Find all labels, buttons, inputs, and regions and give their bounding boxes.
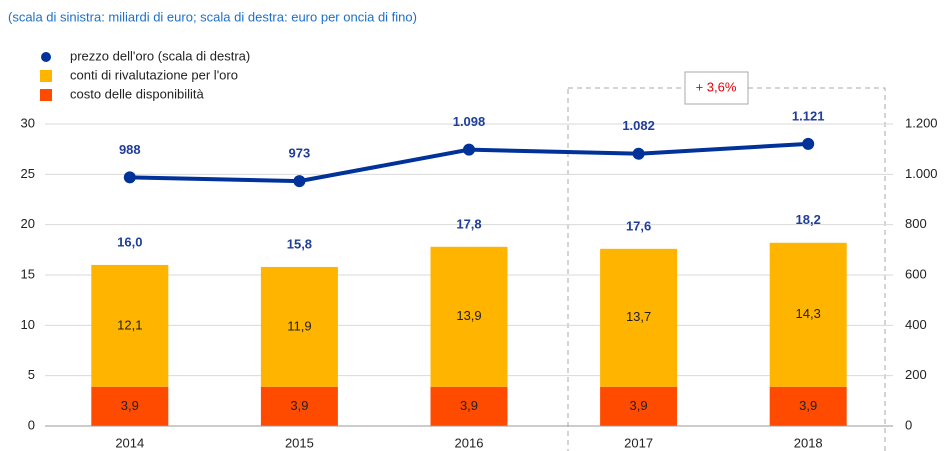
x-tick-label: 2017 <box>624 435 653 450</box>
price-label: 1.082 <box>622 118 655 133</box>
bar-segment <box>769 386 847 426</box>
y-tick-label: 5 <box>28 367 35 382</box>
bar-segment <box>430 386 508 426</box>
price-label: 1.098 <box>453 114 486 129</box>
segment-label: 3,9 <box>630 398 648 413</box>
y2-tick-label: 400 <box>905 317 927 332</box>
total-label: 18,2 <box>796 212 821 227</box>
x-tick-label: 2018 <box>794 435 823 450</box>
segment-label: 12,1 <box>117 317 142 332</box>
x-tick-label: 2015 <box>285 435 314 450</box>
price-point <box>293 175 306 188</box>
y2-tick-label: 0 <box>905 417 912 432</box>
bar-segment <box>260 386 338 426</box>
price-label: 988 <box>119 142 141 157</box>
bar-segment <box>600 386 678 426</box>
y2-tick-label: 200 <box>905 367 927 382</box>
bar-segment <box>91 386 169 426</box>
y2-tick-label: 1.200 <box>905 115 938 130</box>
y-tick-label: 10 <box>21 317 35 332</box>
total-label: 16,0 <box>117 234 142 249</box>
legend-marker <box>41 52 51 62</box>
segment-label: 3,9 <box>121 398 139 413</box>
y-tick-label: 15 <box>21 266 35 281</box>
y2-tick-label: 1.000 <box>905 166 938 181</box>
segment-label: 13,9 <box>456 308 481 323</box>
price-label: 973 <box>289 146 311 161</box>
segment-label: 13,7 <box>626 309 651 324</box>
total-label: 17,8 <box>456 216 481 231</box>
price-point <box>463 143 475 156</box>
segment-label: 11,9 <box>287 318 311 333</box>
segment-label: 3,9 <box>460 398 478 413</box>
price-point <box>632 147 645 160</box>
segment-label: 14,3 <box>796 306 821 321</box>
bar-segment <box>769 242 847 387</box>
price-label: 1.121 <box>792 108 825 123</box>
bar-segment <box>91 264 169 387</box>
price-point <box>123 171 136 184</box>
segment-label: 3,9 <box>799 398 817 413</box>
y2-tick-label: 800 <box>905 216 927 231</box>
bar-segment <box>260 266 338 387</box>
total-label: 17,6 <box>626 218 651 233</box>
legend-label: costo delle disponibilità <box>70 86 204 101</box>
y-tick-label: 20 <box>21 216 35 231</box>
bar-segment <box>430 246 508 387</box>
legend-marker <box>40 70 52 82</box>
bar-segment <box>600 248 678 387</box>
x-tick-label: 2016 <box>455 435 484 450</box>
y-tick-label: 25 <box>21 166 35 181</box>
total-label: 15,8 <box>287 236 312 251</box>
highlight-box <box>567 87 886 451</box>
legend-label: prezzo dell'oro (scala di destra) <box>70 48 250 63</box>
x-tick-label: 2014 <box>115 435 144 450</box>
annotation-box <box>684 71 749 105</box>
segment-label: 3,9 <box>290 398 308 413</box>
y-tick-label: 0 <box>28 417 35 432</box>
legend-marker <box>40 89 52 101</box>
y2-tick-label: 600 <box>905 266 927 281</box>
price-point <box>802 137 815 150</box>
legend-label: conti di rivalutazione per l'oro <box>70 67 238 82</box>
y-tick-label: 30 <box>21 115 35 130</box>
annotation: + 3,6% <box>696 79 737 94</box>
chart-subtitle: (scala di sinistra: miliardi di euro; sc… <box>8 9 417 24</box>
